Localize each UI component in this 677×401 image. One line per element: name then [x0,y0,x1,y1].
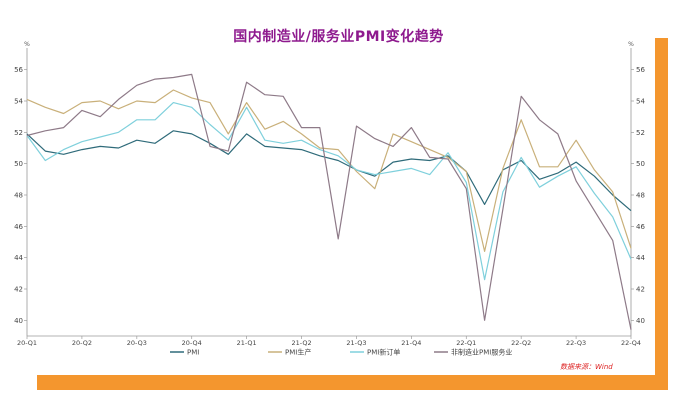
y-unit-right: % [628,41,634,48]
y-tick-label-left: 50 [14,160,23,168]
x-tick-label: 20-Q3 [127,339,147,347]
x-tick-label: 20-Q4 [182,339,202,347]
x-tick-label: 21-Q1 [237,339,257,347]
legend-label-3: 非制造业PMI服务业 [451,348,512,357]
series-layer [26,73,632,330]
legend-label-2: PMI新订单 [367,348,400,357]
x-tick-label: 21-Q2 [291,339,311,347]
source-note: 数据来源：Wind [560,363,613,371]
legend-label-1: PMI生产 [285,348,311,357]
y-tick-label-left: 44 [14,254,23,262]
y-tick-label-left: 54 [14,98,23,106]
y-tick-label-left: 52 [14,129,23,137]
x-tick-label: 22-Q1 [456,339,476,347]
y-tick-label-right: 56 [636,66,645,74]
x-tick-label: 22-Q4 [621,339,641,347]
y-tick-label-left: 40 [14,317,23,325]
axes-layer: % % 40 40 42 42 44 44 46 46 48 48 50 50 52 52 54 54 56 56 20… [14,41,645,347]
series-line-3 [26,73,632,330]
x-tick-label: 20-Q1 [17,339,37,347]
y-tick-label-right: 42 [636,286,645,294]
series-line-0 [26,130,632,212]
y-tick-label-right: 54 [636,98,645,106]
y-tick-label-left: 46 [14,223,23,231]
y-tick-label-left: 48 [14,192,23,200]
x-tick-label: 20-Q2 [72,339,92,347]
y-tick-label-right: 46 [636,223,645,231]
orange-frame-bottom [37,375,668,390]
legend-label-0: PMI [187,349,199,357]
y-tick-label-right: 40 [636,317,645,325]
y-tick-label-right: 50 [636,160,645,168]
x-tick-label: 21-Q4 [401,339,421,347]
x-tick-label: 21-Q3 [346,339,366,347]
orange-frame-right [655,38,668,390]
series-line-1 [26,89,632,252]
y-tick-label-left: 56 [14,66,23,74]
x-tick-label: 22-Q2 [511,339,531,347]
y-tick-label-left: 42 [14,286,23,294]
legend-layer: PMI PMI生产 PMI新订单 非制造业PMI服务业 [170,348,512,357]
y-tick-label-right: 48 [636,192,645,200]
y-unit-left: % [24,41,30,48]
series-line-2 [26,101,632,281]
chart-title: 国内制造业/服务业PMI变化趋势 [233,29,444,45]
x-tick-label: 22-Q3 [566,339,586,347]
y-tick-label-right: 52 [636,129,645,137]
y-tick-label-right: 44 [636,254,645,262]
